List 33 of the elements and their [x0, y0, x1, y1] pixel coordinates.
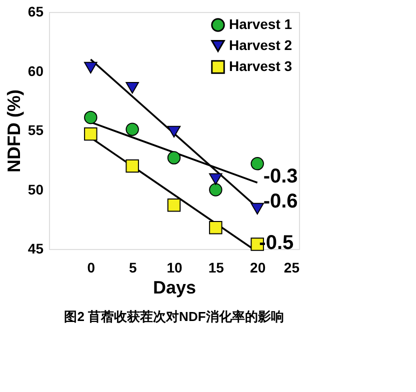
- point: [84, 110, 98, 124]
- point: [167, 198, 181, 212]
- point: [84, 62, 98, 74]
- annotation: -0.3: [263, 166, 298, 188]
- point: [209, 221, 222, 234]
- y-tick-label: 55: [28, 122, 44, 138]
- y-tick-label: 65: [28, 4, 44, 20]
- legend-label: Harvest 3: [229, 58, 292, 74]
- point: [167, 126, 181, 138]
- point: [209, 173, 222, 185]
- point: [126, 159, 139, 173]
- legend-label: Harvest 1: [229, 16, 292, 32]
- legend-label: Harvest 2: [229, 37, 292, 53]
- point: [84, 127, 98, 141]
- x-tick-label: 5: [128, 260, 137, 276]
- x-tick-label: 25: [284, 260, 300, 276]
- text: 图2 苜蓿收获茬次对NDF消化率的影响: [64, 309, 284, 324]
- point: [126, 82, 139, 94]
- x-axis-title: Days: [152, 278, 196, 298]
- y-axis-title: NDFD (%): [4, 90, 24, 172]
- x-tick-label: 10: [166, 260, 182, 276]
- point: [126, 122, 139, 136]
- point: [250, 202, 264, 215]
- x-tick-label: 20: [250, 260, 266, 276]
- annotation: -0.6: [263, 190, 298, 213]
- x-tick-label: 15: [208, 260, 224, 276]
- y-tick-label: 60: [28, 62, 44, 79]
- x-tick-label: 0: [87, 260, 96, 276]
- point: [250, 157, 264, 170]
- point: [167, 151, 181, 164]
- y-tick-label: 50: [28, 181, 44, 198]
- y-tick-label: 45: [28, 240, 44, 256]
- point: [209, 183, 222, 196]
